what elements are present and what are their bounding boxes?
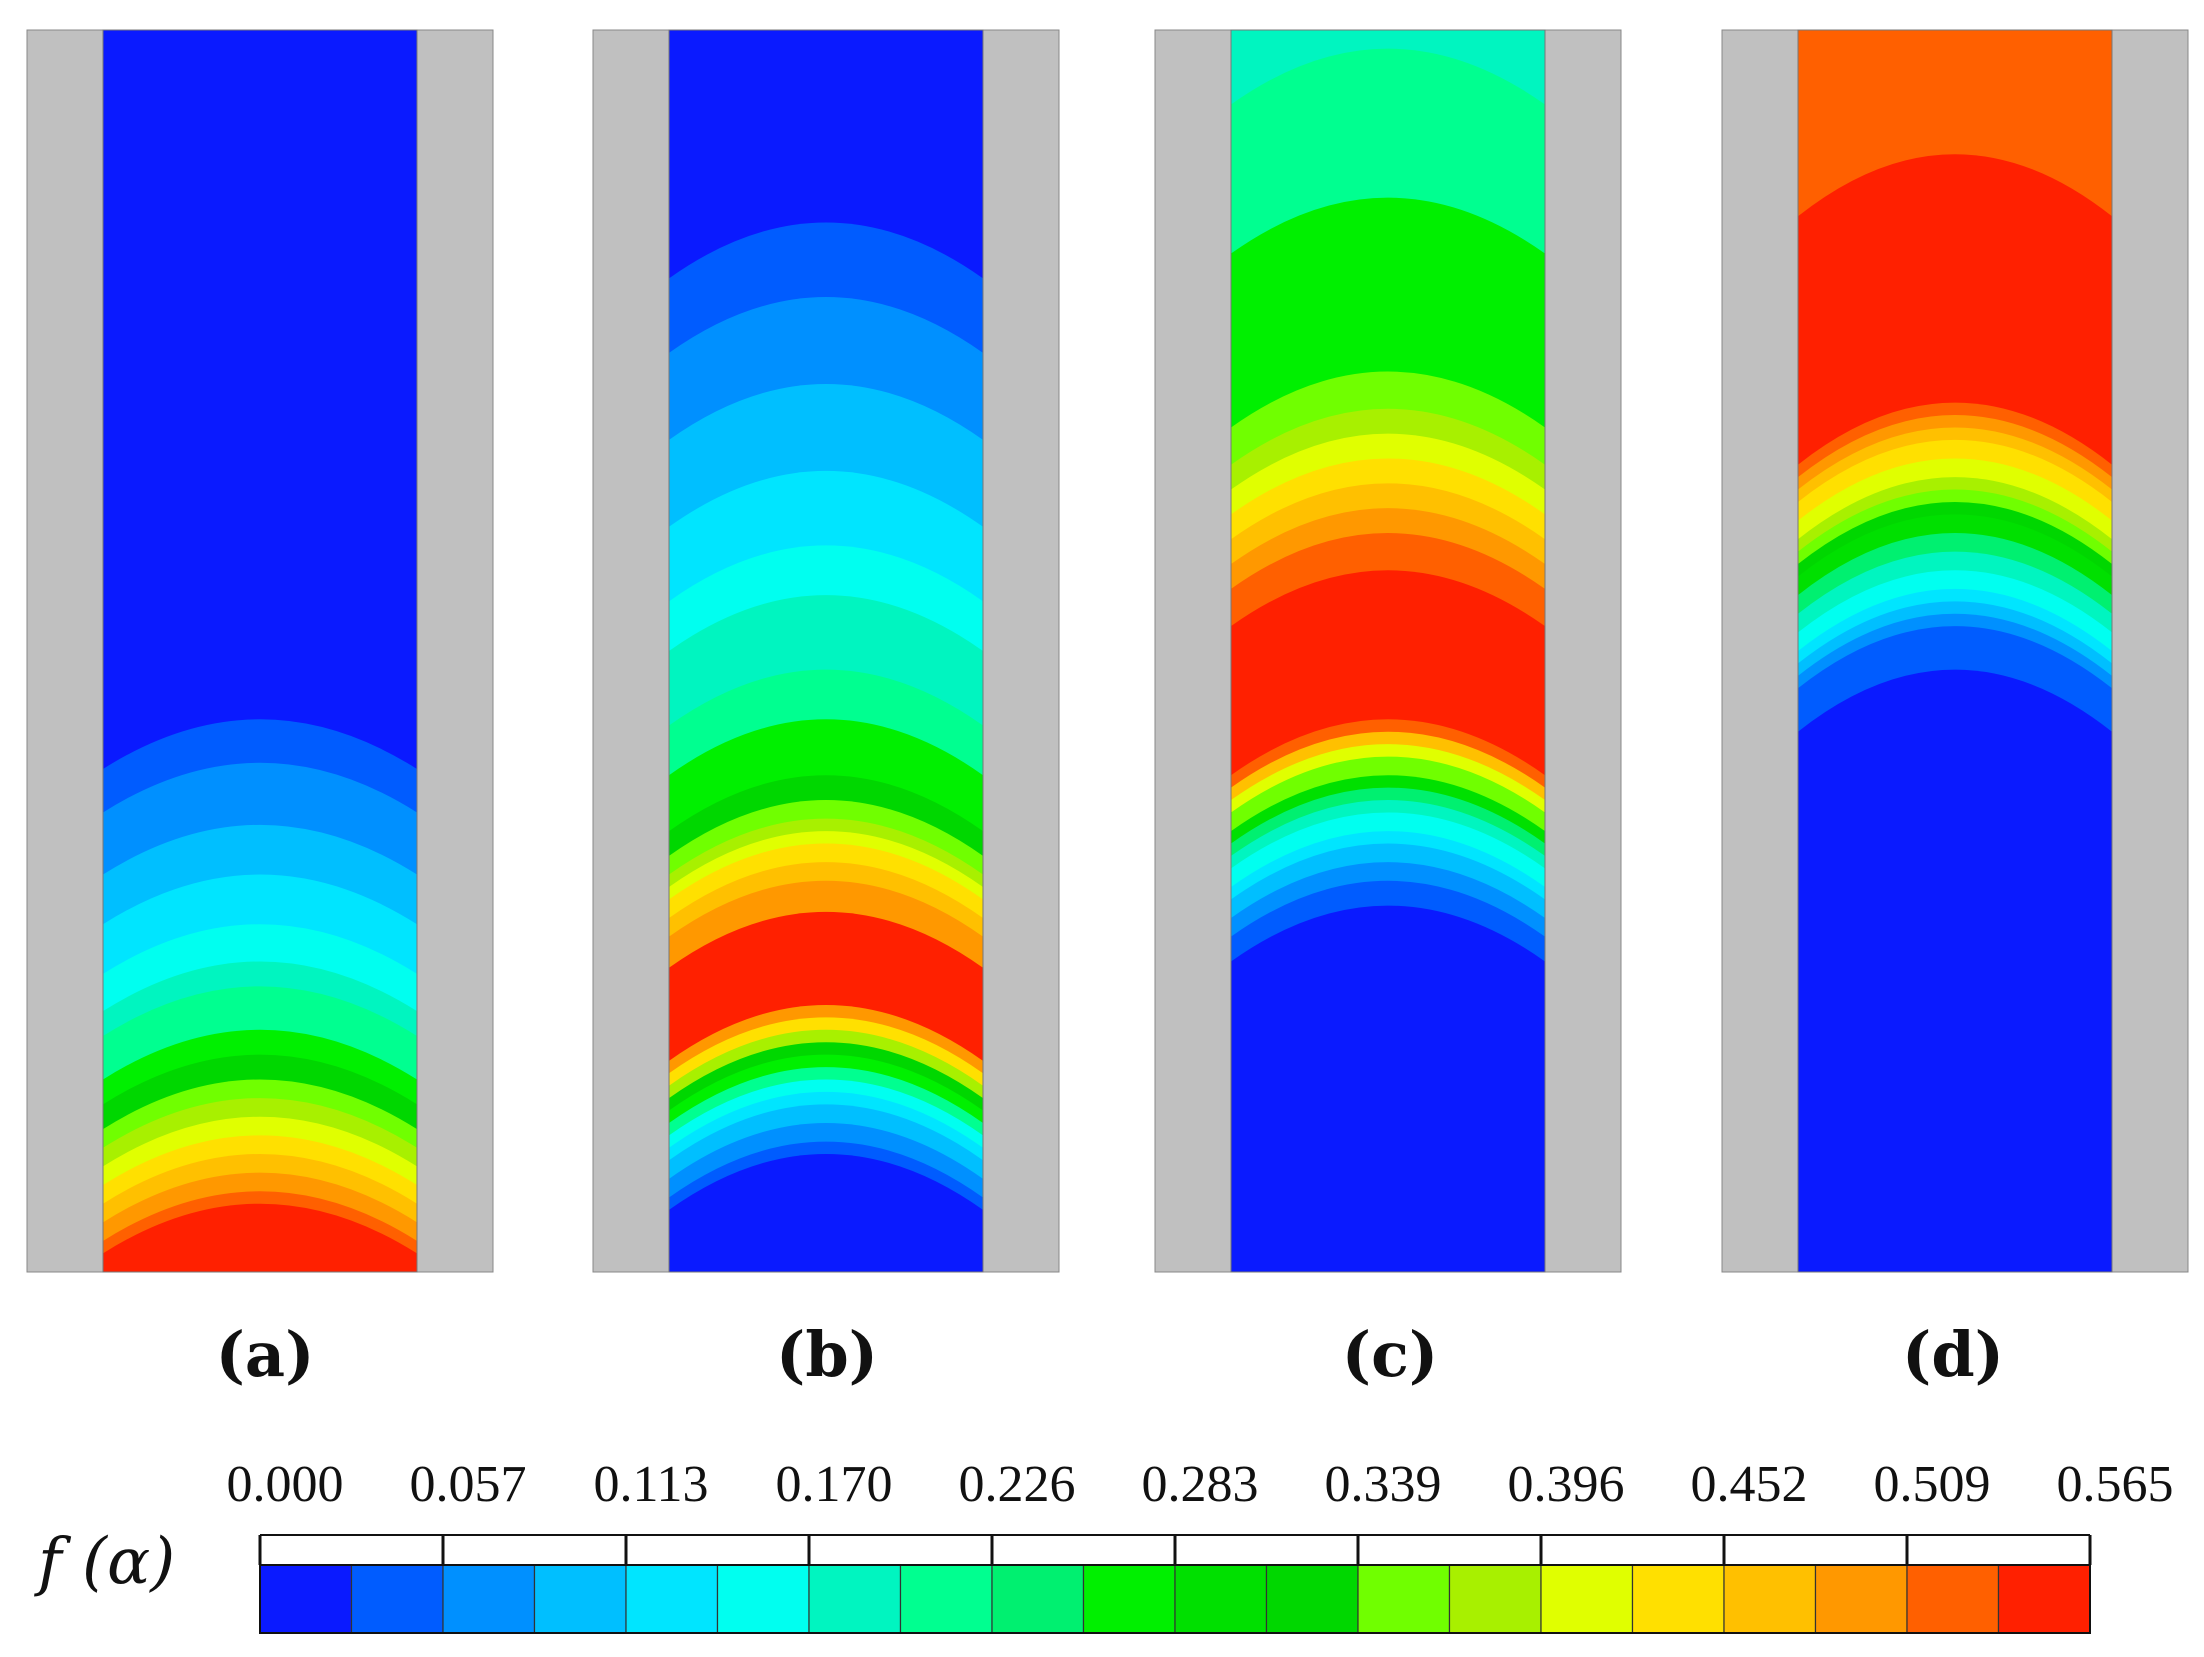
colorbar-swatch — [442, 1564, 536, 1634]
fluid-region — [669, 30, 983, 1272]
colorbar-swatch — [1265, 1564, 1359, 1634]
contour-band — [1798, 669, 2112, 1272]
contour-panel-a — [26, 29, 494, 1273]
colorbar-swatch — [533, 1564, 627, 1634]
fluid-border — [102, 29, 418, 1273]
contour-panel-c — [1154, 29, 1622, 1273]
fluid-region — [1231, 30, 1545, 1272]
colorbar-title: f (α) — [38, 1525, 176, 1599]
panel-label-b: (b) — [775, 1318, 879, 1391]
colorbar-swatch — [1174, 1564, 1268, 1634]
colorbar-tick-label: 0.396 — [1507, 1456, 1625, 1513]
panel-label-c: (c) — [1341, 1318, 1439, 1391]
colorbar-swatch — [1631, 1564, 1725, 1634]
colorbar-swatch — [1357, 1564, 1451, 1634]
panel-label-a: (a) — [215, 1318, 315, 1391]
colorbar-tick-label: 0.452 — [1690, 1456, 1808, 1513]
colorbar-swatch — [716, 1564, 810, 1634]
colorbar-tick-label: 0.339 — [1324, 1456, 1442, 1513]
fluid-region — [103, 30, 417, 1272]
fluid-region — [1798, 30, 2112, 1272]
colorbar-swatch — [808, 1564, 902, 1634]
colorbar-tick-label: 0.000 — [226, 1456, 344, 1513]
colorbar-swatch — [1540, 1564, 1634, 1634]
colorbar-tick-label: 0.565 — [2056, 1456, 2174, 1513]
contour-band — [669, 1154, 983, 1272]
colorbar-swatch — [350, 1564, 444, 1634]
colorbar-swatch — [259, 1564, 353, 1634]
fluid-border — [1797, 29, 2113, 1273]
colorbar-swatch — [899, 1564, 993, 1634]
colorbar-swatch — [1723, 1564, 1817, 1634]
colorbar-tick-label: 0.113 — [593, 1456, 709, 1513]
colorbar-swatch — [991, 1564, 1085, 1634]
colorbar-tick-label: 0.057 — [409, 1456, 527, 1513]
colorbar-swatch — [1448, 1564, 1542, 1634]
colorbar — [258, 1534, 2092, 1634]
colorbar-swatch — [1814, 1564, 1908, 1634]
fluid-border — [668, 29, 984, 1273]
colorbar-swatch — [1082, 1564, 1176, 1634]
contour-band — [1231, 905, 1545, 1272]
contour-band — [103, 1203, 417, 1272]
colorbar-swatch — [625, 1564, 719, 1634]
panel-label-d: (d) — [1901, 1318, 2005, 1391]
contour-panel-b — [592, 29, 1060, 1273]
colorbar-tick-label: 0.283 — [1141, 1456, 1259, 1513]
fluid-border — [1230, 29, 1546, 1273]
colorbar-tick-label: 0.509 — [1873, 1456, 1991, 1513]
colorbar-swatch — [1997, 1564, 2091, 1634]
colorbar-tick-label: 0.226 — [958, 1456, 1076, 1513]
contour-panel-d — [1721, 29, 2189, 1273]
colorbar-swatch — [1906, 1564, 2000, 1634]
colorbar-tick-label: 0.170 — [775, 1456, 893, 1513]
